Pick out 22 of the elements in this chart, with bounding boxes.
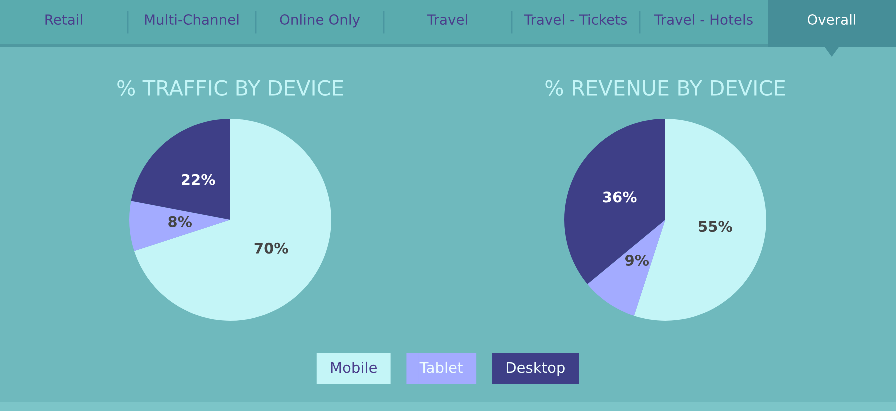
legend-label: Desktop [506,362,565,376]
legend-label: Tablet [420,362,463,374]
data-label: 22% [182,174,216,186]
data-label: 70% [254,242,288,254]
text: Multi-Channel [145,14,239,26]
pie-slice [564,119,666,284]
chart-title: % TRAFFIC BY DEVICE [118,80,344,96]
data-label: 55% [699,221,732,232]
chart-title: % REVENUE BY DEVICE [546,80,786,96]
text: Retail [46,14,82,26]
text: Online Only [280,14,360,28]
pie-slice [130,201,230,252]
data-label: 9% [625,254,650,266]
data-label: 8% [168,216,192,228]
text: Overall [808,14,856,26]
pie-slice [134,119,332,321]
pie-slice [588,220,666,316]
data-label: 36% [603,192,637,203]
text: Travel - Hotels [654,14,753,26]
legend-label: Mobile [331,362,377,374]
text: Travel - Tickets [524,14,628,26]
text: Travel [427,14,468,26]
